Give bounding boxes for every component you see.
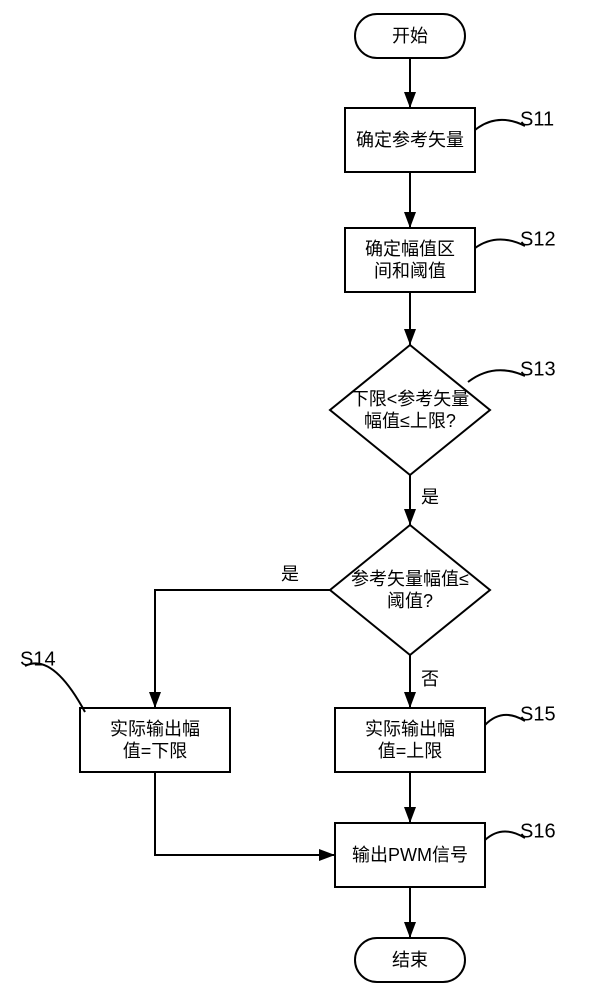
leader-s13 <box>468 370 525 382</box>
svg-text:实际输出幅: 实际输出幅 <box>365 719 455 739</box>
edgelabel-d2_yes: 是 <box>281 564 299 584</box>
svg-text:下限<参考矢量: 下限<参考矢量 <box>351 389 470 409</box>
edge-s14-s16 <box>155 772 335 855</box>
leader-s16 <box>485 831 525 840</box>
svg-text:值=下限: 值=下限 <box>123 741 188 761</box>
label-s14: S14 <box>20 648 56 670</box>
svg-text:幅值≤上限?: 幅值≤上限? <box>364 411 456 431</box>
leader-s12 <box>475 239 525 248</box>
end-text: 结束 <box>392 950 428 970</box>
svg-text:输出PWM信号: 输出PWM信号 <box>352 845 468 865</box>
leader-s11 <box>475 120 525 130</box>
label-s13: S13 <box>520 358 556 380</box>
label-s15: S15 <box>520 703 556 725</box>
label-s12: S12 <box>520 228 556 250</box>
edge-d2-s14 <box>155 590 330 708</box>
label-s11: S11 <box>520 108 554 130</box>
leader-s15 <box>485 715 525 725</box>
flowchart-canvas: 开始确定参考矢量确定幅值区间和阈值下限<参考矢量幅值≤上限? 参考矢量幅值≤阈值?… <box>0 0 604 1000</box>
leader-s14 <box>25 663 85 712</box>
svg-text:间和阈值: 间和阈值 <box>374 261 446 281</box>
edgelabel-s13_yes: 是 <box>421 487 439 507</box>
label-s16: S16 <box>520 820 556 842</box>
svg-text:实际输出幅: 实际输出幅 <box>110 719 200 739</box>
svg-text:确定参考矢量: 确定参考矢量 <box>356 130 464 150</box>
svg-text:阈值?: 阈值? <box>387 591 433 611</box>
start-text: 开始 <box>392 26 428 46</box>
svg-text:值=上限: 值=上限 <box>378 741 443 761</box>
svg-text:参考矢量幅值≤: 参考矢量幅值≤ <box>351 569 469 589</box>
edgelabel-d2_no: 否 <box>421 669 439 689</box>
svg-text:确定幅值区: 确定幅值区 <box>365 239 455 259</box>
